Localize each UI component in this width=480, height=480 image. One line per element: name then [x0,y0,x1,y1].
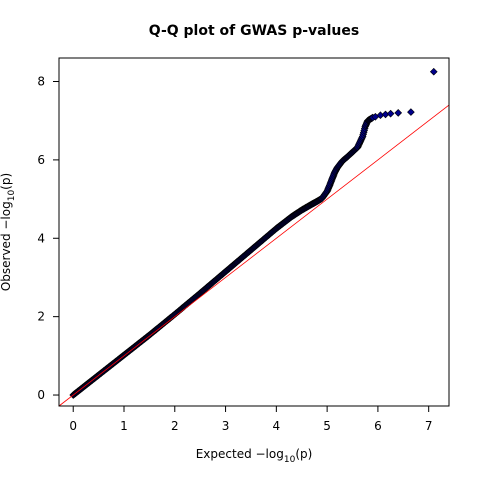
x-tick-label: 5 [323,419,331,433]
x-tick-label: 4 [273,419,281,433]
y-tick-label: 8 [37,75,45,89]
y-axis-label-suffix: (p) [0,173,13,190]
x-axis-label: Expected −log10(p) [196,447,313,465]
data-point [394,109,403,117]
data-points [69,67,438,399]
x-tick-label: 2 [171,419,179,433]
x-axis-label-suffix: (p) [295,447,312,461]
y-axis-ticks: 0 2 4 6 8 [37,75,59,402]
reference-line [58,104,450,407]
x-tick-label: 3 [222,419,230,433]
x-tick-label: 7 [425,419,433,433]
data-point [407,108,415,116]
x-tick-label: 6 [374,419,382,433]
data-point [429,67,438,76]
data-point [386,109,395,118]
x-tick-label: 1 [120,419,128,433]
plot-frame [58,57,450,407]
y-axis-label-prefix: Observed −log [0,201,13,291]
y-axis-label: Observed −log10(p) [0,173,17,291]
y-tick-label: 0 [37,388,45,402]
x-axis-label-prefix: Expected −log [196,447,284,461]
y-tick-label: 6 [37,153,45,167]
y-tick-label: 4 [37,231,45,245]
x-tick-label: 0 [69,419,77,433]
y-axis-label-sub: 10 [7,190,17,202]
chart-title: Q-Q plot of GWAS p-values [149,23,359,39]
y-tick-label: 2 [37,310,45,324]
x-axis-ticks: 0 1 2 3 4 5 6 7 [69,406,433,433]
x-axis-label-sub: 10 [284,455,296,465]
